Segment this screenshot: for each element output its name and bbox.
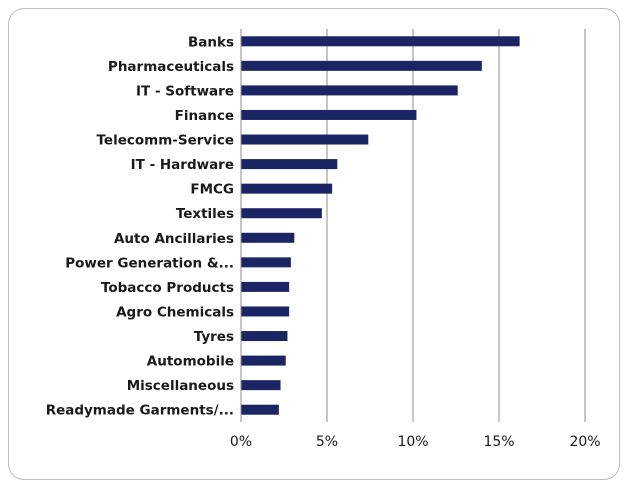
category-label: IT - Hardware	[131, 157, 234, 173]
bar	[241, 183, 333, 194]
bar	[241, 109, 417, 120]
x-tick-label: 20%	[569, 434, 600, 450]
category-label: Power Generation &...	[65, 255, 234, 271]
bars	[241, 36, 520, 415]
bar-chart: Banks Pharmaceuticals IT - Software Finance…	[46, 29, 601, 450]
category-label: Textiles	[176, 206, 234, 222]
bar	[241, 208, 322, 219]
category-label: Tobacco Products	[101, 280, 234, 296]
bar	[241, 85, 458, 96]
category-label: Auto Ancillaries	[114, 231, 234, 247]
bar	[241, 60, 482, 71]
bar	[241, 257, 291, 268]
category-label: IT - Software	[136, 83, 234, 99]
bar	[241, 331, 288, 342]
bar	[241, 380, 281, 391]
x-tick-labels: 0% 5% 10% 15% 20%	[230, 434, 601, 450]
category-label: Banks	[188, 34, 234, 50]
x-tick-label: 0%	[230, 434, 252, 450]
bar	[241, 36, 520, 47]
bar	[241, 355, 286, 366]
category-label: Pharmaceuticals	[108, 59, 234, 75]
category-label: Agro Chemicals	[116, 304, 234, 320]
category-label: Miscellaneous	[127, 378, 234, 394]
category-labels: Banks Pharmaceuticals IT - Software Finance…	[46, 34, 234, 418]
category-label: Tyres	[194, 329, 234, 345]
bar	[241, 404, 279, 415]
category-label: Finance	[175, 108, 234, 124]
bar	[241, 306, 290, 317]
x-tick-label: 5%	[316, 434, 338, 450]
category-label: Readymade Garments/...	[46, 403, 234, 419]
category-label: FMCG	[190, 182, 234, 198]
x-tick-label: 15%	[483, 434, 514, 450]
bar	[241, 281, 290, 292]
bar	[241, 134, 369, 145]
x-tick-label: 10%	[397, 434, 428, 450]
category-label: Telecomm-Service	[97, 133, 235, 149]
bar	[241, 159, 338, 170]
bar	[241, 232, 295, 243]
category-label: Automobile	[147, 354, 234, 370]
